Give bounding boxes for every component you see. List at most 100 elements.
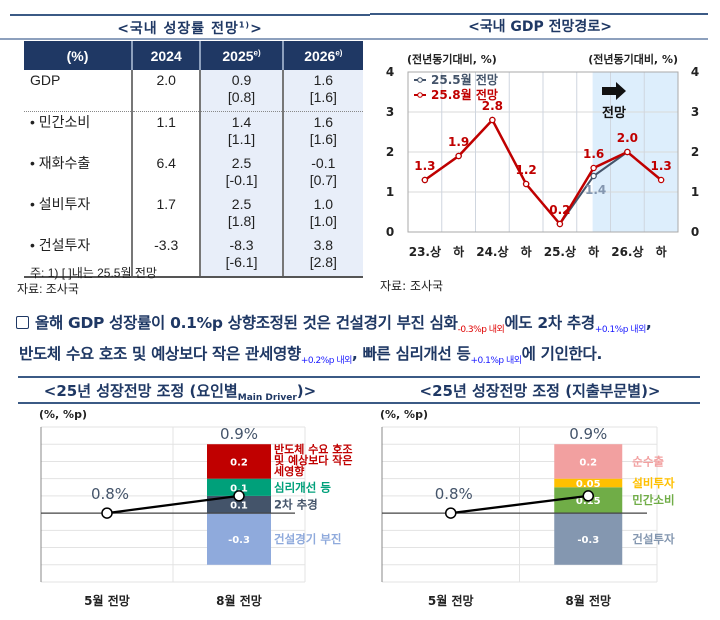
total-point xyxy=(233,490,245,502)
chart-title: <국내 GDP 전망경로> xyxy=(468,18,612,35)
x-tick-label: 하 xyxy=(521,244,532,259)
y-tick-right: 2 xyxy=(691,145,699,159)
segment-name-label: 설비투자 xyxy=(632,476,675,490)
header-unit: (%) xyxy=(24,41,132,70)
y-axis-label: (%, %p) xyxy=(380,408,428,421)
x-tick-label: 하 xyxy=(656,244,667,259)
x-tick-label: 하 xyxy=(588,244,599,259)
data-point xyxy=(455,152,462,160)
bar-segment xyxy=(554,478,623,488)
table-row: • 건설투자 -3.3 -8.3 [-6.1] 3.8 [2.8] xyxy=(24,235,363,278)
data-label: 1.3 xyxy=(650,159,671,173)
value-2025: 1.4 [1.1] xyxy=(199,111,283,153)
x-tick-label: 5월 전망 xyxy=(428,593,474,608)
x-tick-label: 하 xyxy=(453,244,464,259)
table-row: • 재화수출 6.4 2.5 [-0.1] -0.1 [0.7] xyxy=(24,153,363,194)
legend-marker xyxy=(417,92,423,98)
table-note: 주: 1) [ ]내는 25.5월 전망 xyxy=(30,266,157,280)
data-point xyxy=(657,176,665,184)
row-label: • 민간소비 xyxy=(30,114,91,130)
value-2025: 0.9 [0.8] xyxy=(199,70,283,112)
y-tick-left: 0 xyxy=(386,225,394,239)
title-footnote: 1) xyxy=(238,20,251,30)
y-tick-left: 1 xyxy=(386,185,394,199)
change-line xyxy=(450,494,589,515)
value-2024: 2.0 xyxy=(130,70,201,112)
y-axis-label-right: (전년동기대비, %) xyxy=(588,52,678,66)
y-tick-left: 3 xyxy=(386,105,394,119)
table-row: GDP 2.0 0.9 [0.8] 1.6 [1.6] xyxy=(24,70,363,112)
segment-value-label: 0.15 xyxy=(576,496,601,507)
segment-value-label: 0.05 xyxy=(576,479,601,490)
value-2024: 6.4 xyxy=(130,153,201,194)
chart-source: 자료: 조사국 xyxy=(380,279,443,293)
divider xyxy=(18,402,360,404)
data-point xyxy=(556,220,564,228)
bar-segment xyxy=(554,444,623,479)
y-tick-right: 3 xyxy=(691,105,699,119)
table-row: • 설비투자 1.7 2.5 [1.8] 1.0 [1.0] xyxy=(24,194,363,235)
x-tick-label: 8월 전망 xyxy=(216,593,262,608)
x-tick-label: 23.상 xyxy=(409,244,441,259)
data-point xyxy=(590,164,597,172)
forecast-label: 전망 xyxy=(602,105,626,121)
bar-segment xyxy=(207,513,271,565)
y-tick-left: 2 xyxy=(386,145,394,159)
data-label: 1.4 xyxy=(585,183,606,197)
total-point xyxy=(582,490,594,502)
legend-entry: 25.5월 전망 xyxy=(431,72,498,87)
divider xyxy=(370,13,708,15)
segment-value-label: 0.2 xyxy=(579,457,597,468)
subscript-construction: -0.3%p 내외 xyxy=(457,325,505,335)
legend-marker xyxy=(417,77,423,83)
value-2026: -0.1 [0.7] xyxy=(281,153,363,194)
checkbox-bullet-icon xyxy=(16,316,29,329)
driver-adjustment-chart: <25년 성장전망 조정 (요인별Main Driver)> (%, %p) 5월 … xyxy=(18,376,360,608)
value-2026: 1.6 [1.6] xyxy=(281,70,363,112)
data-label: 0.2 xyxy=(549,203,570,217)
row-label: • 건설투자 xyxy=(24,235,132,278)
value-2024: 1.1 xyxy=(130,111,201,153)
divider xyxy=(360,376,700,378)
base-point xyxy=(101,507,113,519)
y-tick-right: 4 xyxy=(691,65,699,79)
divider xyxy=(10,14,370,16)
segment-name-label: 건설경기 부진 xyxy=(274,532,341,546)
row-label: GDP xyxy=(24,70,132,112)
data-label: 1.2 xyxy=(515,163,536,177)
base-value-label: 0.8% xyxy=(91,485,129,503)
value-2026: 1.6 [1.6] xyxy=(281,111,363,153)
y-tick-right: 1 xyxy=(691,185,699,199)
y-tick-right: 0 xyxy=(691,225,699,239)
x-tick-label: 8월 전망 xyxy=(565,593,611,608)
expenditure-adjustment-chart: <25년 성장전망 조정 (지출부문별)> (%, %p) 5월 전망 8월 전망 0.… xyxy=(360,376,700,608)
data-point xyxy=(522,180,530,188)
gdp-path-chart: <국내 GDP 전망경로> (전년동기대비, %) (전년동기대비, %) 0 0… xyxy=(370,13,708,293)
value-2025: -8.3 [-6.1] xyxy=(199,235,283,278)
value-2025: 2.5 [-0.1] xyxy=(199,153,283,194)
subscript-semiconductor: +0.2%p 내외 xyxy=(300,356,353,366)
base-point xyxy=(445,507,457,519)
segment-name-label: 민간소비 xyxy=(632,493,674,507)
row-label: • 설비투자 xyxy=(30,196,91,212)
header-2026: 2026e) xyxy=(281,41,363,70)
segment-value-label: 0.1 xyxy=(230,483,248,494)
segment-name-label: 순수출 xyxy=(632,454,664,468)
value-2026: 3.8 [2.8] xyxy=(281,235,363,278)
row-label: • 재화수출 xyxy=(30,155,91,171)
subscript-supplementary-budget: +0.1%p 내외 xyxy=(594,325,647,335)
growth-table: (%) 2024 2025e) 2026e) GDP 2.0 0.9 [0.8] … xyxy=(24,41,363,278)
x-tick-label: 25.상 xyxy=(544,244,576,259)
arrow-right-icon xyxy=(602,82,626,100)
bar-segment xyxy=(207,495,271,514)
data-point xyxy=(421,176,429,184)
change-line xyxy=(106,494,240,515)
x-tick-label: 5월 전망 xyxy=(84,593,130,608)
series-line xyxy=(424,117,662,227)
data-point xyxy=(489,116,496,124)
subscript-sentiment: +0.1%p 내외 xyxy=(470,356,523,366)
y-axis-label-left: (전년동기대비, %) xyxy=(407,52,497,66)
legend-entry: 25.8월 전망 xyxy=(431,87,498,102)
bar-segment xyxy=(554,513,623,565)
